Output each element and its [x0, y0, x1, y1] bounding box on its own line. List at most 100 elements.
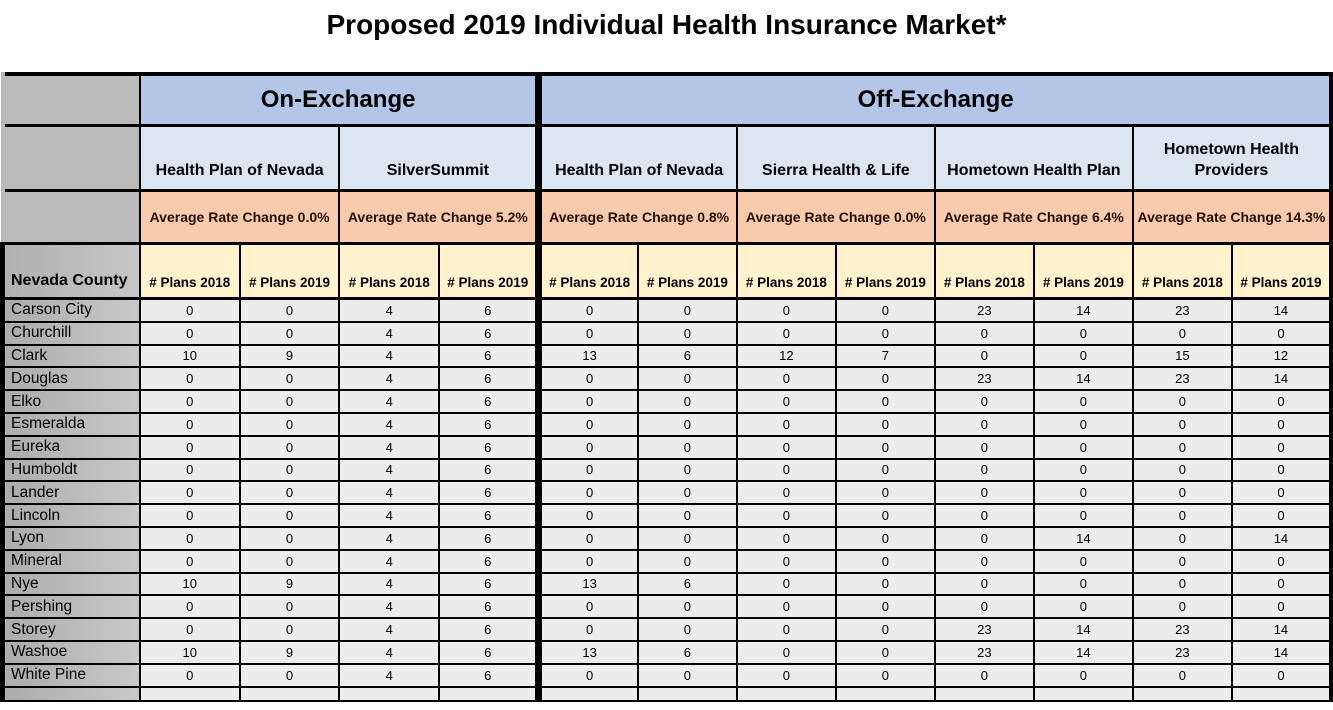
county-column-header: Nevada County [0, 242, 141, 300]
rate-change-cell: Average Rate Change 14.3% [1131, 189, 1333, 245]
plans-column-header: # Plans 2018 [735, 242, 837, 300]
value-cell: 0 [1032, 662, 1134, 688]
value-cell: 0 [933, 320, 1035, 346]
county-cell: Washoe [0, 639, 141, 665]
plans-column-header: # Plans 2018 [138, 242, 241, 300]
value-cell: 0 [636, 389, 738, 414]
value-cell: 0 [1032, 320, 1134, 346]
value-cell: 0 [1032, 548, 1134, 574]
county-cell: Mineral [0, 548, 141, 574]
corner-cell [0, 189, 141, 245]
value-cell: 14 [1032, 639, 1134, 665]
county-cell: White Pine [0, 662, 141, 688]
value-cell: 0 [834, 548, 936, 574]
value-cell [238, 685, 341, 702]
value-cell: 0 [1131, 434, 1233, 460]
value-cell: 0 [1230, 503, 1333, 528]
rate-change-cell: Average Rate Change 0.0% [735, 189, 936, 245]
value-cell: 4 [338, 548, 441, 574]
plans-column-header: # Plans 2019 [1032, 242, 1134, 300]
value-cell: 0 [535, 457, 639, 483]
value-cell: 6 [438, 639, 540, 665]
value-cell: 0 [834, 480, 936, 506]
value-cell: 0 [138, 525, 241, 551]
value-cell: 0 [636, 662, 738, 688]
value-cell: 0 [735, 297, 837, 323]
value-cell: 14 [1230, 617, 1333, 642]
value-cell: 0 [535, 411, 639, 437]
value-cell: 0 [535, 503, 639, 528]
value-cell: 6 [438, 297, 540, 323]
county-cell: Humboldt [0, 457, 141, 483]
value-cell: 0 [636, 411, 738, 437]
value-cell: 0 [535, 366, 639, 392]
value-cell: 0 [735, 594, 837, 620]
insurance-market-table: On-Exchange Off-Exchange Health Plan of … [0, 72, 1333, 702]
value-cell: 0 [238, 366, 341, 392]
county-cell: Clark [0, 343, 141, 369]
value-cell: 0 [138, 617, 241, 642]
rate-change-cell: Average Rate Change 5.2% [338, 189, 540, 245]
value-cell: 0 [1230, 457, 1333, 483]
county-cell: Lyon [0, 525, 141, 551]
value-cell [636, 685, 738, 702]
value-cell: 4 [338, 503, 441, 528]
partial-clipped-row [0, 685, 1333, 702]
value-cell: 4 [338, 320, 441, 346]
value-cell: 13 [535, 639, 639, 665]
value-cell: 12 [735, 343, 837, 369]
carrier-header-hometown-plan: Hometown Health Plan [933, 124, 1134, 192]
value-cell: 0 [735, 434, 837, 460]
value-cell: 6 [438, 525, 540, 551]
value-cell: 0 [138, 411, 241, 437]
value-cell: 0 [636, 480, 738, 506]
plans-column-header: # Plans 2019 [438, 242, 540, 300]
value-cell: 13 [535, 343, 639, 369]
rate-change-cell: Average Rate Change 0.0% [138, 189, 341, 245]
value-cell: 10 [138, 343, 241, 369]
value-cell: 0 [138, 662, 241, 688]
value-cell: 0 [636, 320, 738, 346]
value-cell: 0 [535, 662, 639, 688]
value-cell: 0 [1032, 457, 1134, 483]
value-cell: 6 [438, 434, 540, 460]
page-title: Proposed 2019 Individual Health Insuranc… [326, 9, 1007, 40]
value-cell: 14 [1230, 297, 1333, 323]
value-cell: 0 [138, 548, 241, 574]
value-cell: 0 [735, 662, 837, 688]
value-cell: 0 [636, 434, 738, 460]
value-cell: 23 [1131, 297, 1233, 323]
table-row: Washoe 10 9 4 6 13 6 0 0 23 14 23 14 [0, 639, 1333, 665]
plans-column-header: # Plans 2018 [933, 242, 1035, 300]
value-cell: 4 [338, 617, 441, 642]
value-cell: 0 [238, 320, 341, 346]
value-cell: 0 [238, 525, 341, 551]
county-cell: Eureka [0, 434, 141, 460]
value-cell: 0 [1230, 571, 1333, 597]
value-cell: 23 [1131, 617, 1233, 642]
value-cell: 0 [933, 457, 1035, 483]
table-row: Nye 10 9 4 6 13 6 0 0 0 0 0 0 [0, 571, 1333, 597]
value-cell: 0 [933, 411, 1035, 437]
value-cell: 0 [735, 503, 837, 528]
value-cell: 12 [1230, 343, 1333, 369]
value-cell: 0 [138, 434, 241, 460]
table-row: Lyon 0 0 4 6 0 0 0 0 0 14 0 14 [0, 525, 1333, 551]
value-cell: 0 [735, 480, 837, 506]
value-cell: 0 [636, 457, 738, 483]
value-cell: 0 [735, 457, 837, 483]
plans-column-header: # Plans 2018 [535, 242, 639, 300]
value-cell: 0 [138, 480, 241, 506]
value-cell: 0 [834, 320, 936, 346]
plans-header-row: Nevada County # Plans 2018 # Plans 2019 … [0, 242, 1333, 300]
county-cell [0, 685, 141, 702]
value-cell: 10 [138, 639, 241, 665]
value-cell: 0 [1230, 389, 1333, 414]
table-row: Storey 0 0 4 6 0 0 0 0 23 14 23 14 [0, 617, 1333, 642]
value-cell: 0 [1230, 662, 1333, 688]
value-cell: 0 [1032, 571, 1134, 597]
